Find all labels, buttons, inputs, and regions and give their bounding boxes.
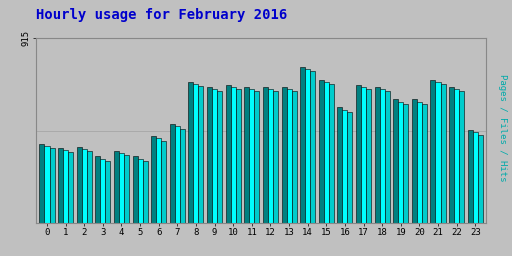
Bar [119, 153, 124, 223]
Bar [95, 156, 100, 223]
Bar [199, 86, 203, 223]
Bar [188, 82, 194, 223]
Bar [422, 104, 427, 223]
Bar [440, 84, 445, 223]
Bar [156, 138, 161, 223]
Bar [50, 148, 55, 223]
Bar [82, 149, 87, 223]
Bar [268, 89, 273, 223]
Bar [254, 91, 260, 223]
Bar [449, 87, 454, 223]
Bar [385, 91, 390, 223]
Bar [287, 89, 291, 223]
Bar [231, 87, 236, 223]
Bar [305, 69, 310, 223]
Bar [412, 99, 417, 223]
Bar [212, 89, 217, 223]
Bar [63, 150, 68, 223]
Bar [459, 91, 464, 223]
Bar [68, 152, 73, 223]
Bar [207, 87, 212, 223]
Bar [291, 91, 296, 223]
Bar [324, 82, 329, 223]
Bar [310, 71, 315, 223]
Bar [87, 151, 92, 223]
Bar [105, 161, 111, 223]
Bar [319, 80, 324, 223]
Bar [143, 161, 147, 223]
Bar [263, 87, 268, 223]
Bar [431, 80, 436, 223]
Bar [366, 89, 371, 223]
Bar [329, 84, 334, 223]
Bar [226, 85, 231, 223]
Bar [244, 87, 249, 223]
Bar [403, 104, 408, 223]
Bar [375, 87, 379, 223]
Bar [170, 124, 175, 223]
Text: Pages / Files / Hits: Pages / Files / Hits [498, 74, 507, 182]
Bar [356, 85, 361, 223]
Bar [454, 89, 459, 223]
Bar [417, 102, 422, 223]
Bar [151, 136, 156, 223]
Bar [337, 107, 343, 223]
Bar [114, 151, 119, 223]
Bar [124, 155, 129, 223]
Bar [343, 110, 348, 223]
Bar [273, 91, 278, 223]
Bar [473, 132, 478, 223]
Bar [300, 67, 305, 223]
Bar [58, 148, 63, 223]
Bar [100, 159, 105, 223]
Bar [217, 91, 222, 223]
Bar [77, 147, 82, 223]
Bar [398, 102, 403, 223]
Text: Hourly usage for February 2016: Hourly usage for February 2016 [36, 8, 287, 22]
Bar [45, 146, 50, 223]
Bar [467, 130, 473, 223]
Bar [138, 159, 143, 223]
Bar [478, 135, 483, 223]
Bar [175, 126, 180, 223]
Bar [180, 129, 185, 223]
Bar [249, 89, 254, 223]
Bar [133, 156, 138, 223]
Bar [194, 84, 199, 223]
Bar [379, 89, 385, 223]
Bar [236, 89, 241, 223]
Bar [39, 144, 45, 223]
Bar [161, 141, 166, 223]
Bar [436, 82, 440, 223]
Bar [361, 87, 366, 223]
Bar [282, 87, 287, 223]
Bar [393, 99, 398, 223]
Bar [348, 112, 352, 223]
